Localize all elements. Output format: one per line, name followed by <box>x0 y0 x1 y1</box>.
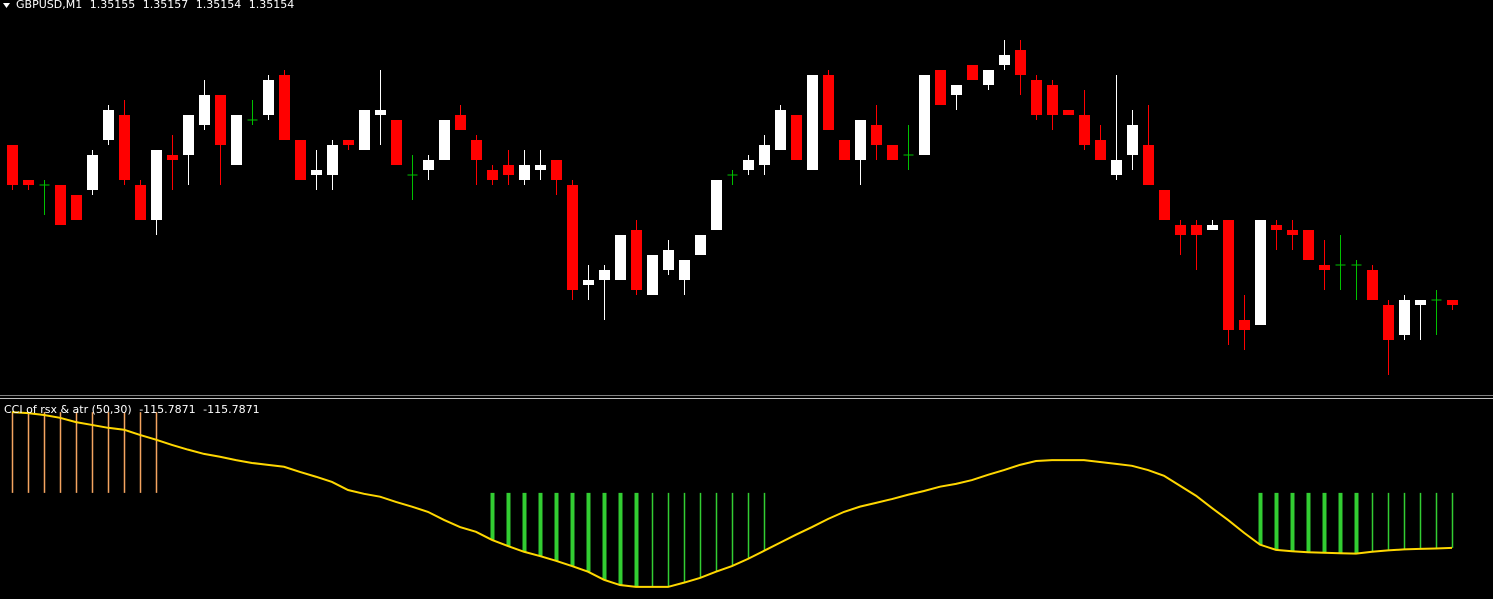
candle-body <box>1367 270 1378 300</box>
candle-body <box>119 115 130 180</box>
indicator-name: CCI of rsx & atr (50,30) <box>4 403 132 416</box>
candle-body <box>775 110 786 150</box>
candle-body <box>327 145 338 175</box>
candle-body <box>391 120 402 165</box>
candle-body <box>679 260 690 280</box>
candle-body <box>615 235 626 280</box>
candle-body <box>1319 265 1330 270</box>
candle-body <box>711 180 722 230</box>
indicator-header: CCI of rsx & atr (50,30) -115.7871 -115.… <box>4 403 264 416</box>
candle-body <box>1271 225 1282 230</box>
candle-body <box>183 115 194 155</box>
candle-body <box>663 250 674 270</box>
header-value: -115.7871 <box>203 403 260 416</box>
candle-body <box>471 140 482 160</box>
menu-triangle[interactable] <box>3 3 10 8</box>
candle-body <box>935 70 946 105</box>
candle-body <box>71 195 82 220</box>
candle-body <box>1063 110 1074 115</box>
candle-body <box>1095 140 1106 160</box>
candle-body <box>967 65 978 80</box>
candle-body <box>1079 115 1090 145</box>
candle-body <box>535 165 546 170</box>
header-value: -115.7871 <box>139 403 196 416</box>
candle-body <box>1015 50 1026 75</box>
header-value: 1.35154 <box>248 0 295 11</box>
candle-body <box>1287 230 1298 235</box>
candle-body <box>999 55 1010 65</box>
candle-body <box>839 140 850 160</box>
candle-body <box>359 110 370 150</box>
candle-body <box>1143 145 1154 185</box>
candle-body <box>263 80 274 115</box>
candle-body <box>1383 305 1394 340</box>
candle-body <box>487 170 498 180</box>
candle-body <box>743 160 754 170</box>
candle-body <box>567 185 578 290</box>
candle-body <box>1399 300 1410 335</box>
candle-body <box>1415 300 1426 305</box>
candle-body <box>23 180 34 185</box>
candle-body <box>647 255 658 295</box>
candle-body <box>855 120 866 160</box>
candle-body <box>1239 320 1250 330</box>
candle-body <box>103 110 114 140</box>
candle-body <box>503 165 514 175</box>
candle-body <box>279 75 290 140</box>
candle-body <box>1047 85 1058 115</box>
candle-body <box>231 115 242 165</box>
candle-body <box>311 170 322 175</box>
candle-body <box>1303 230 1314 260</box>
candle-body <box>1127 125 1138 155</box>
candle-body <box>343 140 354 145</box>
candle-body <box>887 145 898 160</box>
candle-body <box>423 160 434 170</box>
candle-body <box>1031 80 1042 115</box>
candle-body <box>1191 225 1202 235</box>
header-value: 1.35154 <box>195 0 242 11</box>
candle-body <box>199 95 210 125</box>
symbol: GBPUSD,M1 <box>16 0 83 11</box>
candle-body <box>791 115 802 160</box>
candle-body <box>87 155 98 190</box>
candle-body <box>551 160 562 180</box>
candle-body <box>55 185 66 225</box>
candle-body <box>823 75 834 130</box>
candle-body <box>983 70 994 85</box>
candle-body <box>951 85 962 95</box>
candle-body <box>871 125 882 145</box>
header-value: 1.35155 <box>89 0 136 11</box>
candle-body <box>1159 190 1170 220</box>
candle-body <box>7 145 18 185</box>
candle-body <box>631 230 642 290</box>
candle-body <box>1111 160 1122 175</box>
indicator-line <box>11 411 1453 588</box>
candle-body <box>1207 225 1218 230</box>
candle-body <box>135 185 146 220</box>
candle-body <box>1223 220 1234 330</box>
candle-body <box>1447 300 1458 305</box>
candle-body <box>215 95 226 145</box>
candle-body <box>519 165 530 180</box>
candle-body <box>807 75 818 170</box>
candle-body <box>583 280 594 285</box>
candle-body <box>295 140 306 180</box>
candle-body <box>375 110 386 115</box>
candle-body <box>695 235 706 255</box>
candle-body <box>167 155 178 160</box>
candle-body <box>455 115 466 130</box>
candle-body <box>599 270 610 280</box>
candle-body <box>1175 225 1186 235</box>
candle-body <box>759 145 770 165</box>
candle-body <box>439 120 450 160</box>
header-value: 1.35157 <box>142 0 189 11</box>
candle-body <box>919 75 930 155</box>
candle-body <box>151 150 162 220</box>
candle-body <box>1255 220 1266 325</box>
price-header: GBPUSD,M1 1.35155 1.35157 1.35154 1.3515… <box>16 0 298 11</box>
